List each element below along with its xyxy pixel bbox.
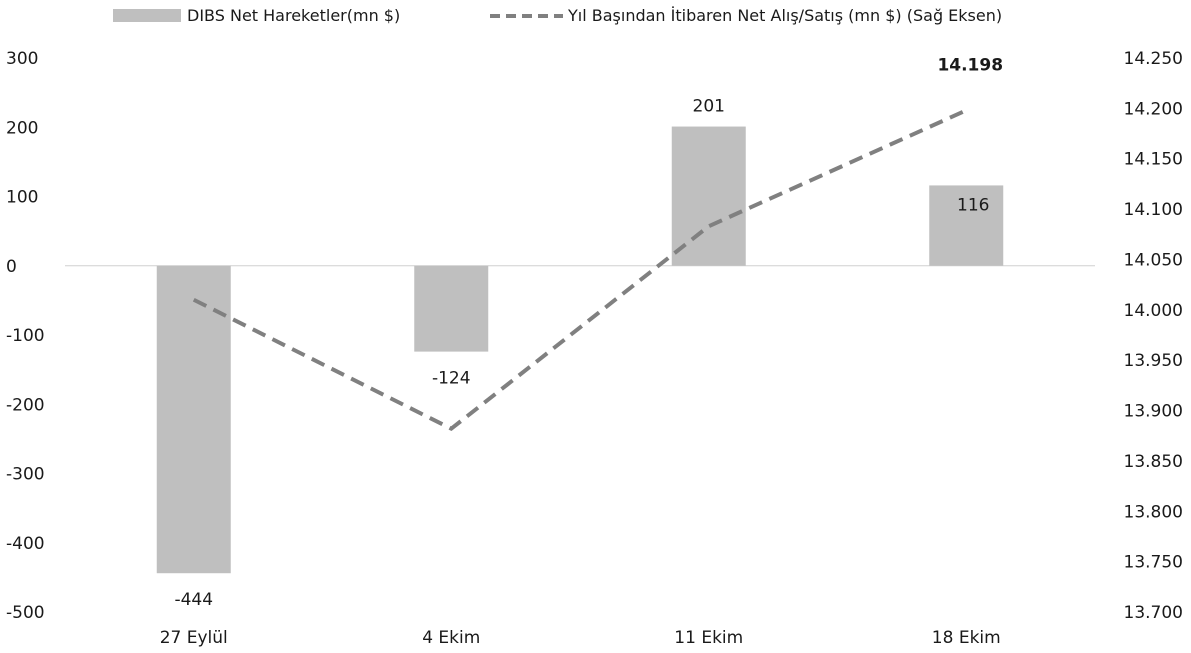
y-left-tick-label: -400 (6, 534, 45, 554)
legend: DIBS Net Hareketler(mn $) Yıl Başından İ… (113, 6, 1002, 25)
y-left-tick-label: 0 (6, 257, 17, 277)
y-right-tick-label: 14.050 (1124, 250, 1183, 270)
bar-series (156, 126, 1004, 574)
y-right-tick-label: 13.800 (1124, 502, 1183, 522)
y-right-tick-label: 14.000 (1124, 301, 1183, 321)
line-series (192, 108, 968, 432)
y-right-tick-label: 13.700 (1124, 603, 1183, 623)
x-axis: 27 Eylül 4 Ekim 11 Ekim 18 Ekim (160, 628, 1001, 648)
y-right-tick-label: 13.950 (1124, 351, 1183, 371)
y-axis-right: 14.250 14.200 14.150 14.100 14.050 14.000 13.9… (1124, 49, 1183, 623)
y-right-tick-label: 14.100 (1124, 200, 1183, 220)
y-right-tick-label: 14.250 (1124, 49, 1183, 69)
y-axis-left: 300 200 100 0 -100 -200 -300 -400 -500 (6, 49, 45, 623)
legend-label-bar: DIBS Net Hareketler(mn $) (187, 6, 400, 25)
bar-data-label: 201 (693, 97, 725, 117)
x-tick-label: 18 Ekim (932, 628, 1001, 648)
x-tick-label: 4 Ekim (422, 628, 480, 648)
bar (671, 126, 746, 266)
bar (929, 185, 1004, 266)
y-right-tick-label: 13.900 (1124, 402, 1183, 422)
y-right-tick-label: 14.200 (1124, 99, 1183, 119)
y-right-tick-label: 13.750 (1124, 553, 1183, 573)
y-left-tick-label: 100 (6, 188, 38, 208)
line-path (192, 108, 968, 432)
y-left-tick-label: -500 (6, 603, 45, 623)
line-data-label: 14.198 (937, 55, 1003, 75)
y-right-tick-label: 13.850 (1124, 452, 1183, 472)
y-right-tick-label: 14.150 (1124, 150, 1183, 170)
data-labels: -444 -124 201 116 14.198 (174, 55, 1003, 610)
y-left-tick-label: 200 (6, 118, 38, 138)
y-left-tick-label: -100 (6, 326, 45, 346)
legend-swatch-bar (113, 9, 181, 22)
y-left-tick-label: -300 (6, 465, 45, 485)
bar-data-label: -124 (432, 369, 471, 389)
y-left-tick-label: -200 (6, 395, 45, 415)
y-left-tick-label: 300 (6, 49, 38, 69)
bar-data-label: -444 (174, 590, 213, 610)
bar (414, 265, 489, 352)
bar-data-label: 116 (957, 195, 989, 215)
bar (156, 265, 231, 574)
x-tick-label: 11 Ekim (674, 628, 743, 648)
x-tick-label: 27 Eylül (160, 628, 228, 648)
legend-label-line: Yıl Başından İtibaren Net Alış/Satış (mn… (567, 6, 1002, 25)
